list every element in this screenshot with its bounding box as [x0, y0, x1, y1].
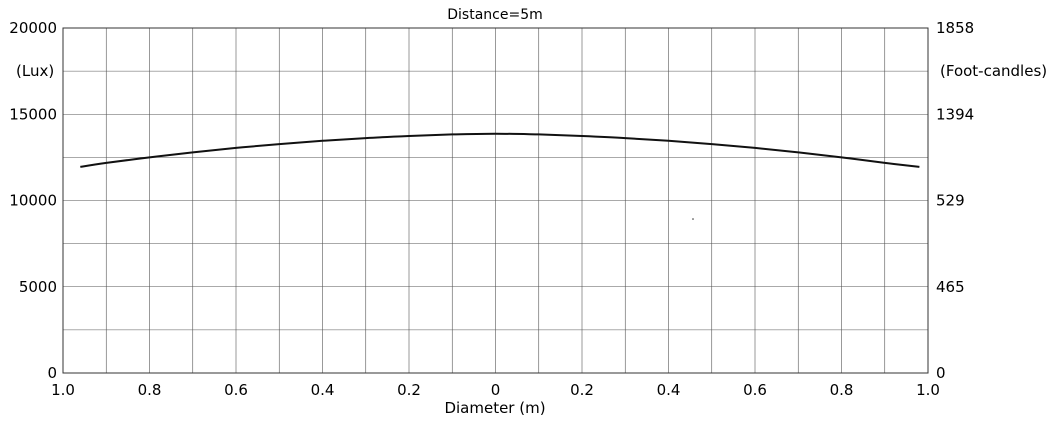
x-tick-label: 0.8 — [830, 381, 854, 399]
stray-dot — [692, 218, 694, 220]
x-axis-ticks: 1.0 0.8 0.6 0.4 0.2 0 0.2 0.4 0.6 0.8 1.0 — [51, 381, 940, 399]
left-axis-unit-label: (Lux) — [16, 62, 54, 80]
right-axis-unit-label: (Foot-candles) — [940, 62, 1047, 80]
left-axis-ticks: 20000 15000 10000 5000 0 — [9, 19, 57, 382]
right-tick-label: 1858 — [936, 19, 974, 37]
right-axis-ticks: 1858 1394 529 465 0 — [936, 19, 974, 382]
x-tick-label: 0.2 — [570, 381, 594, 399]
x-tick-label: 0.6 — [743, 381, 767, 399]
right-tick-label: 529 — [936, 192, 965, 210]
left-tick-label: 15000 — [9, 105, 57, 123]
left-tick-label: 20000 — [9, 19, 57, 37]
illuminance-curve — [80, 132, 920, 168]
plot-frame — [62, 27, 929, 374]
x-tick-label: 0.4 — [657, 381, 681, 399]
left-tick-label: 0 — [47, 364, 57, 382]
x-tick-label: 1.0 — [51, 381, 75, 399]
series-layer — [80, 132, 920, 168]
x-axis-label: Diameter (m) — [444, 399, 545, 417]
x-tick-label: 0.2 — [397, 381, 421, 399]
x-tick-label: 0.6 — [224, 381, 248, 399]
right-tick-label: 465 — [936, 278, 965, 296]
right-tick-label: 0 — [936, 364, 946, 382]
left-tick-label: 10000 — [9, 192, 57, 210]
chart-title: Distance=5m — [447, 7, 543, 23]
x-tick-label: 0.8 — [138, 381, 162, 399]
left-tick-label: 5000 — [19, 278, 57, 296]
x-tick-label: 1.0 — [916, 381, 940, 399]
grid — [63, 28, 928, 373]
x-tick-label: 0.4 — [311, 381, 335, 399]
x-tick-label: 0 — [491, 381, 501, 399]
right-tick-label: 1394 — [936, 105, 974, 123]
